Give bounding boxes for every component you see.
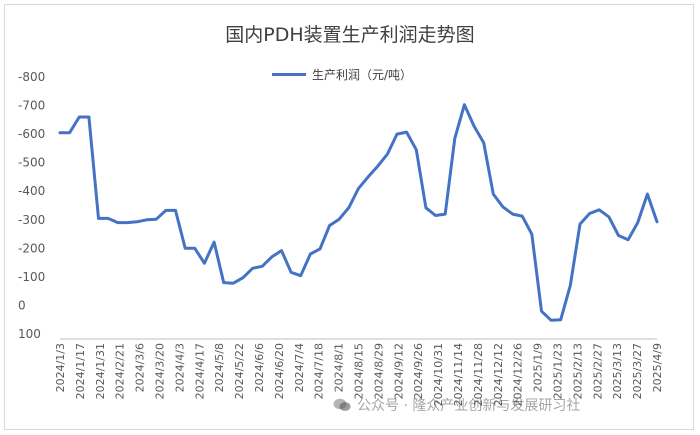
x-tick-label: 2024/10/31 [432, 343, 445, 406]
y-tick-label: 0 [18, 298, 26, 312]
wechat-icon [333, 398, 351, 411]
x-tick-label: 2024/5/8 [213, 343, 226, 392]
y-tick-label: 100 [18, 327, 41, 341]
x-tick-label: 2024/11/14 [452, 343, 465, 406]
x-tick-label: 2024/8/15 [353, 343, 366, 399]
x-tick-label: 2025/2/27 [591, 343, 604, 399]
chart-frame [4, 4, 694, 430]
x-tick-label: 2024/12/26 [512, 343, 525, 406]
x-tick-label: 2024/4/3 [173, 343, 186, 392]
y-tick-label: -300 [18, 213, 45, 227]
x-tick-label: 2024/8/29 [372, 343, 385, 399]
x-tick-label: 2024/12/12 [492, 343, 505, 406]
watermark: 公众号 · 隆众产业创新与发展研习社 [333, 395, 580, 415]
x-tick-label: 2024/5/22 [233, 343, 246, 399]
x-tick-label: 2024/9/26 [412, 343, 425, 399]
x-tick-label: 2024/1/17 [74, 343, 87, 399]
x-tick-label: 2024/7/18 [313, 343, 326, 399]
y-tick-label: -200 [18, 241, 45, 255]
watermark-text: 公众号 · 隆众产业创新与发展研习社 [357, 398, 581, 414]
y-tick-label: -700 [18, 99, 45, 113]
y-tick-label: -600 [18, 127, 45, 141]
y-tick-label: -100 [18, 270, 45, 284]
x-tick-label: 2025/3/27 [631, 343, 644, 399]
chart-title: 国内PDH装置生产利润走势图 [225, 24, 475, 46]
x-axis-ticks: 2024/1/3 2024/1/17 2024/1/31 2024/2/21 2024/… [54, 343, 664, 406]
x-tick-label: 2024/1/31 [94, 343, 107, 399]
x-tick-label: 2024/6/20 [273, 343, 286, 399]
x-tick-label: 2024/8/1 [333, 343, 346, 392]
x-tick-label: 2025/2/13 [571, 343, 584, 399]
y-tick-label: -800 [18, 70, 45, 84]
x-tick-label: 2024/7/4 [293, 343, 306, 392]
y-tick-label: -400 [18, 184, 45, 198]
x-tick-label: 2024/6/6 [253, 343, 266, 392]
x-tick-label: 2025/4/9 [651, 343, 664, 392]
y-axis-ticks: -800 -700 -600 -500 -400 -300 -200 -100 0 100 [18, 70, 45, 341]
x-tick-label: 2024/3/20 [154, 343, 167, 399]
x-tick-label: 2024/3/6 [134, 343, 147, 392]
x-tick-label: 2025/1/23 [552, 343, 565, 399]
x-tick-label: 2025/1/9 [532, 343, 545, 392]
legend: 生产利润（元/吨） [272, 66, 412, 82]
legend-swatch [272, 72, 306, 76]
x-tick-label: 2024/9/12 [392, 343, 405, 399]
y-tick-label: -500 [18, 156, 45, 170]
x-tick-label: 2024/1/3 [54, 343, 67, 392]
series-line-profit [58, 103, 659, 322]
x-tick-label: 2024/4/17 [193, 343, 206, 399]
x-tick-label: 2025/3/13 [611, 343, 624, 399]
x-tick-label: 2024/11/28 [472, 343, 485, 406]
x-tick-label: 2024/2/21 [114, 343, 127, 399]
legend-label: 生产利润（元/吨） [312, 67, 413, 82]
